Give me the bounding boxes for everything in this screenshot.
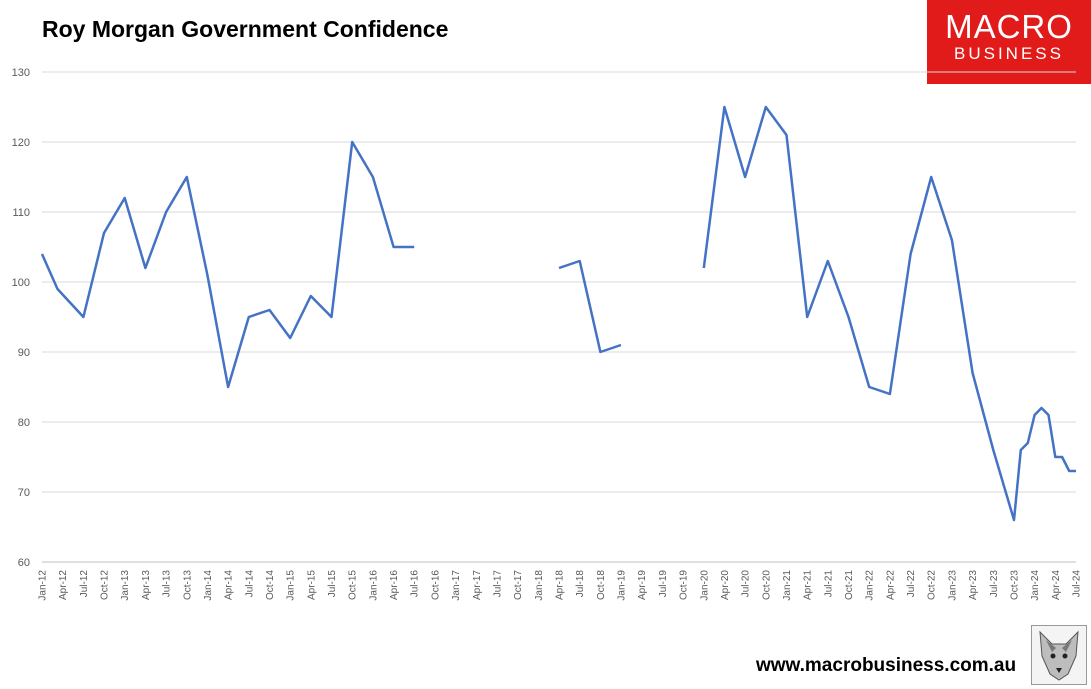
x-tick-label: Oct-13 (182, 570, 193, 600)
x-tick-label: Oct-19 (679, 570, 690, 600)
x-tick-label: Apr-17 (472, 570, 483, 600)
x-tick-label: Oct-22 (927, 570, 938, 600)
x-tick-label: Jul-18 (575, 570, 586, 598)
x-tick-label: Oct-21 (844, 570, 855, 600)
x-tick-label: Jan-20 (699, 570, 710, 601)
wolf-mascot-image (1031, 625, 1087, 685)
x-tick-label: Apr-14 (224, 570, 235, 600)
x-tick-label: Apr-20 (720, 570, 731, 600)
series-lines (40, 105, 1076, 522)
x-tick-label: Oct-20 (761, 570, 772, 600)
x-tick-label: Apr-22 (885, 570, 896, 600)
x-tick-label: Apr-16 (389, 570, 400, 600)
x-tick-label: Jul-21 (823, 570, 834, 598)
x-tick-label: Apr-19 (637, 570, 648, 600)
series-line-segment (40, 140, 415, 389)
x-tick-label: Jul-20 (741, 570, 752, 598)
x-axis-tick-labels: Jan-12 Apr-12 Jul-12 Oct-12 Jan-13 Apr-13 Jul-… (38, 570, 1083, 601)
x-tick-label: Jul-13 (162, 570, 173, 598)
x-tick-label: Jul-24 (1072, 570, 1083, 598)
x-tick-label: Jan-23 (947, 570, 958, 601)
x-tick-label: Jan-17 (451, 570, 462, 601)
x-tick-label: Oct-12 (100, 570, 111, 600)
x-tick-label: Oct-23 (1009, 570, 1020, 600)
x-tick-label: Jul-15 (327, 570, 338, 598)
x-tick-label: Jan-19 (617, 570, 628, 601)
x-tick-label: Apr-23 (968, 570, 979, 600)
x-tick-label: Apr-15 (306, 570, 317, 600)
x-tick-label: Jan-12 (38, 570, 49, 601)
x-tick-label: Jan-18 (534, 570, 545, 601)
x-tick-label: Jul-14 (244, 570, 255, 598)
chart-title: Roy Morgan Government Confidence (42, 16, 449, 42)
x-tick-label: Jan-22 (865, 570, 876, 601)
y-tick-label: 120 (12, 137, 30, 149)
x-tick-label: Oct-17 (513, 570, 524, 600)
y-axis-tick-labels: 60 70 80 90 100 110 120 130 (12, 67, 30, 569)
x-tick-label: Apr-18 (555, 570, 566, 600)
macrobusiness-logo: MACRO BUSINESS (927, 0, 1091, 84)
x-tick-label: Oct-15 (348, 570, 359, 600)
x-tick-label: Apr-21 (803, 570, 814, 600)
logo-line-business: BUSINESS (954, 44, 1064, 63)
x-tick-label: Jan-16 (368, 570, 379, 601)
y-tick-label: 60 (18, 557, 30, 569)
x-tick-label: Jul-16 (410, 570, 421, 598)
y-tick-label: 80 (18, 417, 30, 429)
x-tick-label: Jan-21 (782, 570, 793, 601)
website-url: www.macrobusiness.com.au (756, 655, 1017, 676)
y-tick-label: 110 (12, 207, 30, 219)
series-line-segment (702, 105, 1076, 522)
x-tick-label: Jul-17 (492, 570, 503, 598)
x-tick-label: Oct-16 (430, 570, 441, 600)
logo-line-macro: MACRO (945, 8, 1073, 45)
y-tick-label: 130 (12, 67, 30, 79)
x-tick-label: Apr-24 (1051, 570, 1062, 600)
x-tick-label: Jul-23 (989, 570, 1000, 598)
x-tick-label: Jan-13 (120, 570, 131, 601)
x-tick-label: Apr-13 (141, 570, 152, 600)
x-tick-label: Jul-22 (906, 570, 917, 598)
x-tick-label: Jan-14 (203, 570, 214, 601)
x-tick-label: Oct-14 (265, 570, 276, 600)
x-tick-label: Jan-15 (286, 570, 297, 601)
x-tick-label: Oct-18 (596, 570, 607, 600)
x-tick-label: Jan-24 (1030, 570, 1041, 601)
gridlines (42, 71, 1076, 563)
x-tick-label: Jul-19 (658, 570, 669, 598)
y-tick-label: 100 (12, 277, 30, 289)
y-tick-label: 70 (18, 487, 30, 499)
x-tick-label: Apr-12 (58, 570, 69, 600)
x-tick-label: Jul-12 (79, 570, 90, 598)
series-line-segment (558, 259, 622, 354)
y-tick-label: 90 (18, 347, 30, 359)
